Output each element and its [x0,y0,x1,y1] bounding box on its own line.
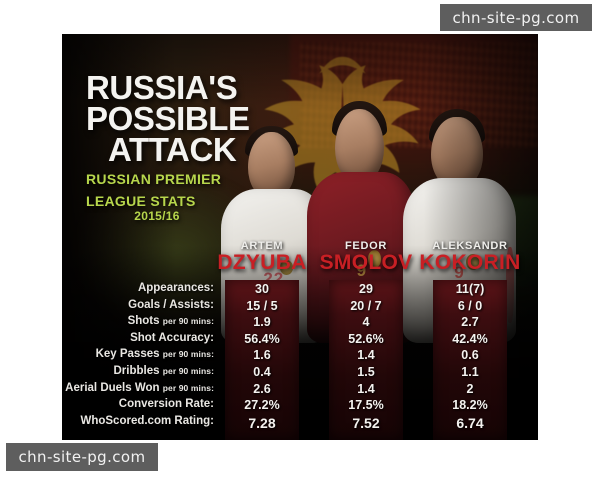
player-names-row: ARTEM DZYUBA FEDOR SMOLOV ALEKSANDR KOKO… [62,240,538,280]
stats-row-label: Key Passes per 90 mins: [95,348,214,361]
stats-cell: 1.4 [357,348,375,363]
stats-cell: 0.4 [253,365,271,379]
title-line-2: POSSIBLE [86,100,250,138]
stats-row-label: Aerial Duels Won per 90 mins: [65,381,214,394]
title-line-1: RUSSIA'S [86,69,238,106]
stats-row-label: Appearances: [137,282,214,294]
stats-cell: 17.5% [348,398,384,413]
player-last-name: SMOLOV [319,251,413,274]
stats-row: Conversion Rate: 27.2% 17.5% 18.2% [62,398,538,415]
stats-cell: 1.5 [357,365,375,379]
stats-cell: 7.28 [248,414,276,431]
stats-row: Shot Accuracy: 56.4% 52.6% 42.4% [62,332,538,349]
title-line-3: ATTACK [108,131,237,169]
stats-cell: 1.9 [253,315,271,330]
subtitle-season: 2015/16 [134,209,180,224]
stats-row-label: Dribbles per 90 mins: [113,365,214,377]
watermark-top-right: chn-site-pg.com [440,4,592,31]
stats-cell: 15 / 5 [246,298,278,313]
stats-cell: 2.6 [253,381,271,396]
player-head [247,132,296,198]
stats-cell: 1.6 [253,348,271,363]
stats-row: Goals / Assists: 15 / 5 20 / 7 6 / 0 [62,299,538,316]
stats-row-label: Shot Accuracy: [130,331,214,344]
player-name-smolov: FEDOR SMOLOV [308,240,424,273]
title-block: RUSSIA'S POSSIBLE ATTACK RUSSIAN PREMIER… [86,69,250,224]
stats-row: Appearances: 30 29 11(7) [62,282,538,299]
stats-table: Appearances: 30 29 11(7) Goals / Assists: 15 … [62,278,538,440]
player-last-name: KOKORIN [419,251,521,274]
stats-row-label: Shots per 90 mins: [127,315,214,328]
player-head [431,116,483,188]
subtitle-line-1: RUSSIAN PREMIER [86,171,222,188]
player-last-name: DZYUBA [217,251,307,274]
stats-row: Dribbles per 90 mins: 0.4 1.5 1.1 [62,365,538,382]
stats-cell: 2.7 [461,315,479,330]
stats-row: WhoScored.com Rating: 7.28 7.52 6.74 [62,415,538,432]
stats-cell: 7.52 [352,414,380,431]
stats-row-label: Goals / Assists: [128,298,214,311]
player-name-kokorin: ALEKSANDR KOKORIN [412,240,528,273]
player-name-dzyuba: ARTEM DZYUBA [204,240,320,273]
stats-row-label: WhoScored.com Rating: [80,414,214,427]
stats-cell: 52.6% [348,331,384,346]
stats-cell: 56.4% [244,331,280,346]
stats-row: Aerial Duels Won per 90 mins: 2.6 1.4 2 [62,382,538,399]
stats-row: Shots per 90 mins: 1.9 4 2.7 [62,315,538,332]
stats-cell: 4 [362,315,370,330]
stats-cell: 11(7) [455,282,485,296]
stats-cell: 27.2% [244,398,280,413]
watermark-bottom-left: chn-site-pg.com [6,443,158,471]
stats-cell: 30 [255,282,269,296]
stats-cell: 1.4 [357,381,375,396]
stats-cell: 2 [466,381,474,396]
stats-cell: 6.74 [456,414,484,431]
stats-cell: 29 [359,282,373,296]
stats-cell: 0.6 [461,348,479,363]
infographic: 22 9 9 RUSSIA'S POSSIBLE ATTA [62,34,538,440]
stats-row-label: Conversion Rate: [118,398,214,411]
stats-row: Key Passes per 90 mins: 1.6 1.4 0.6 [62,348,538,365]
stats-cell: 1.1 [461,365,479,379]
player-head [334,108,385,182]
stats-cell: 20 / 7 [350,298,382,313]
stats-cell: 18.2% [452,398,488,413]
subtitle-line-2: LEAGUE STATS [86,193,196,210]
stats-cell: 6 / 0 [457,298,483,313]
stats-cell: 42.4% [452,331,488,346]
